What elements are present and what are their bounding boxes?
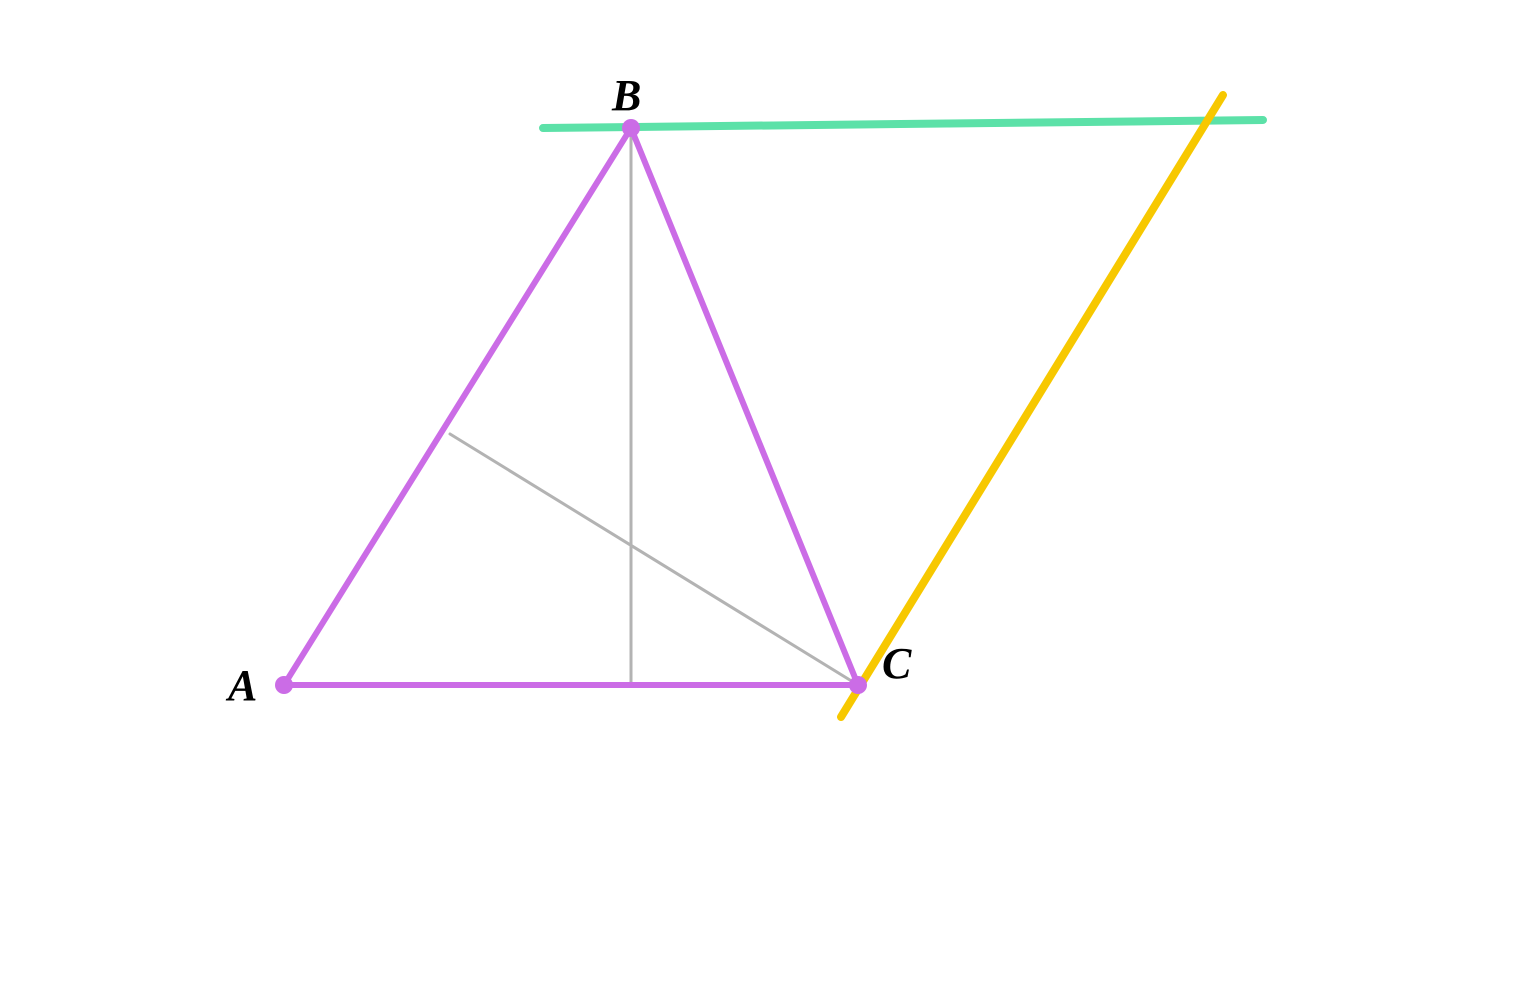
label-b: B: [612, 70, 641, 121]
line-through-c: [841, 95, 1223, 717]
geometry-diagram: [0, 0, 1536, 999]
side-bc: [631, 128, 858, 685]
line-through-b: [543, 120, 1263, 128]
vertex-b: [622, 119, 640, 137]
label-c: C: [882, 638, 911, 689]
cevian-c: [450, 434, 858, 685]
vertex-c: [849, 676, 867, 694]
side-ab: [284, 128, 631, 685]
vertex-a: [275, 676, 293, 694]
label-a: A: [228, 660, 257, 711]
